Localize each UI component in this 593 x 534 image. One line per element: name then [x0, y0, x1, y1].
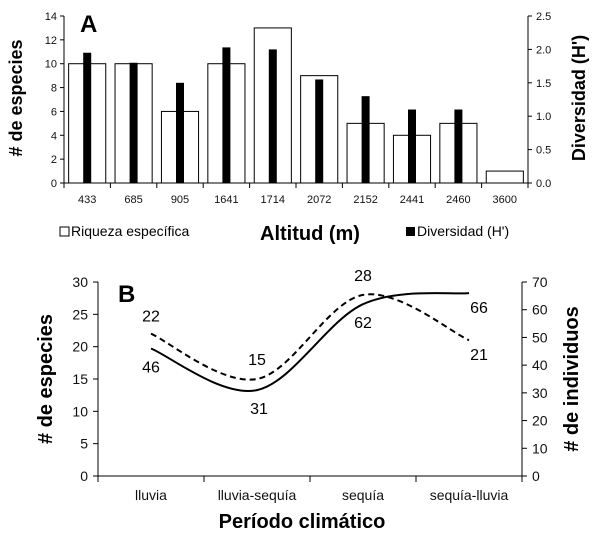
label-individuos-value: 62	[354, 315, 372, 332]
panel-a-y2label: Diversidad (H')	[569, 35, 589, 161]
a-right-tick-label: 0.0	[536, 178, 551, 190]
a-left-tick-label: 6	[51, 106, 57, 118]
legend-riqueza-swatch	[59, 226, 70, 237]
panel-a-bars	[68, 27, 524, 184]
a-right-tick-label: 1.5	[536, 78, 551, 90]
panel-b-ylabel: # de especies	[35, 314, 57, 444]
b-left-tick-label: 0	[80, 468, 88, 484]
b-left-tick-label: 5	[80, 436, 88, 452]
a-left-tick-label: 4	[51, 130, 57, 142]
panel-b-chart: B 0 5 10 15 20 25 30 0 10 20 30 40 50 60 70 lluvia lluvi…	[35, 268, 583, 533]
bar-diversidad	[408, 109, 416, 183]
a-right-tick-label: 2.0	[536, 44, 551, 56]
a-x-tick-label: 433	[78, 194, 96, 206]
b-x-tick-label: lluvia-sequía	[218, 487, 297, 503]
b-left-tick-label: 15	[72, 371, 88, 387]
bar-diversidad	[454, 109, 463, 183]
b-left-tick-label: 20	[72, 339, 88, 355]
bar-riqueza	[485, 170, 524, 184]
label-especies-value: 21	[470, 347, 488, 364]
a-x-tick-label: 2460	[446, 194, 470, 206]
b-right-tick-label: 60	[532, 302, 548, 318]
bar-diversidad	[268, 49, 277, 184]
panel-b-lines	[150, 292, 470, 392]
a-left-tick-label: 2	[51, 154, 57, 166]
a-left-tick-label: 12	[45, 35, 57, 47]
b-right-tick-label: 20	[532, 413, 548, 429]
panel-a-letter: A	[80, 11, 97, 38]
bar-diversidad	[315, 79, 324, 183]
label-individuos-value: 66	[470, 300, 488, 317]
label-individuos-value: 46	[142, 360, 160, 377]
panel-a-xlabel: Altitud (m)	[260, 223, 360, 245]
a-left-tick-label: 0	[51, 178, 57, 190]
legend-riqueza-label: Riqueza específica	[71, 223, 190, 239]
b-left-tick-label: 30	[72, 274, 88, 290]
panel-a-axes: 0 2 4 6 8 10 12 14 0.0 0.5 1.0 1.5 2.0 2.5 433 685 905 16…	[45, 11, 552, 206]
panel-b-y2label: # de individuos	[561, 306, 583, 452]
bar-diversidad	[83, 52, 92, 183]
b-x-tick-label: lluvia	[135, 487, 167, 503]
line-especies	[150, 293, 470, 381]
label-especies-value: 15	[248, 352, 266, 369]
b-right-tick-label: 50	[532, 329, 548, 345]
b-left-tick-label: 25	[72, 306, 88, 322]
panel-a-ylabel: # de especies	[6, 39, 26, 156]
bar-diversidad	[361, 96, 370, 183]
panel-b-letter: B	[118, 281, 135, 308]
b-right-tick-label: 30	[532, 385, 548, 401]
bar-diversidad	[222, 47, 231, 184]
a-right-tick-label: 0.5	[536, 145, 551, 157]
a-x-tick-label: 2072	[307, 194, 331, 206]
label-especies-value: 28	[354, 268, 372, 285]
a-left-tick-label: 10	[45, 59, 57, 71]
panel-b-point-labels: 22 15 28 21 46 31 62 66	[142, 268, 488, 418]
a-x-tick-label: 3600	[493, 194, 517, 206]
panel-b-xlabel: Período climático	[219, 511, 386, 533]
b-left-tick-label: 10	[72, 403, 88, 419]
a-left-tick-label: 8	[51, 83, 57, 95]
label-especies-value: 22	[142, 309, 160, 326]
b-right-tick-label: 10	[532, 440, 548, 456]
a-x-tick-label: 2441	[400, 194, 424, 206]
panel-b-axes: 0 5 10 15 20 25 30 0 10 20 30 40 50 60 70 lluvia lluvia-…	[72, 274, 547, 503]
panel-a-chart: A 0 2 4 6 8 10 12 14 0.0 0.5 1.0 1.5 2.0 2.5 433 685 905…	[6, 11, 589, 245]
line-individuos	[150, 292, 470, 392]
a-x-tick-label: 1714	[261, 194, 285, 206]
a-right-tick-label: 2.5	[536, 11, 551, 23]
a-x-tick-label: 685	[124, 194, 142, 206]
b-x-tick-label: sequía	[342, 487, 384, 503]
legend-diversidad-label: Diversidad (H')	[417, 223, 509, 239]
bar-diversidad	[129, 62, 138, 184]
bar-diversidad	[176, 82, 184, 183]
a-x-tick-label: 1641	[214, 194, 238, 206]
b-right-tick-label: 70	[532, 274, 548, 290]
a-left-tick-label: 14	[45, 11, 57, 23]
b-right-tick-label: 40	[532, 357, 548, 373]
b-x-tick-label: sequía-lluvia	[430, 487, 509, 503]
legend-diversidad-swatch	[406, 227, 415, 236]
b-right-tick-label: 0	[532, 468, 540, 484]
a-x-tick-label: 2152	[353, 194, 377, 206]
a-x-tick-label: 905	[171, 194, 189, 206]
a-right-tick-label: 1.0	[536, 111, 551, 123]
label-individuos-value: 31	[250, 401, 268, 418]
